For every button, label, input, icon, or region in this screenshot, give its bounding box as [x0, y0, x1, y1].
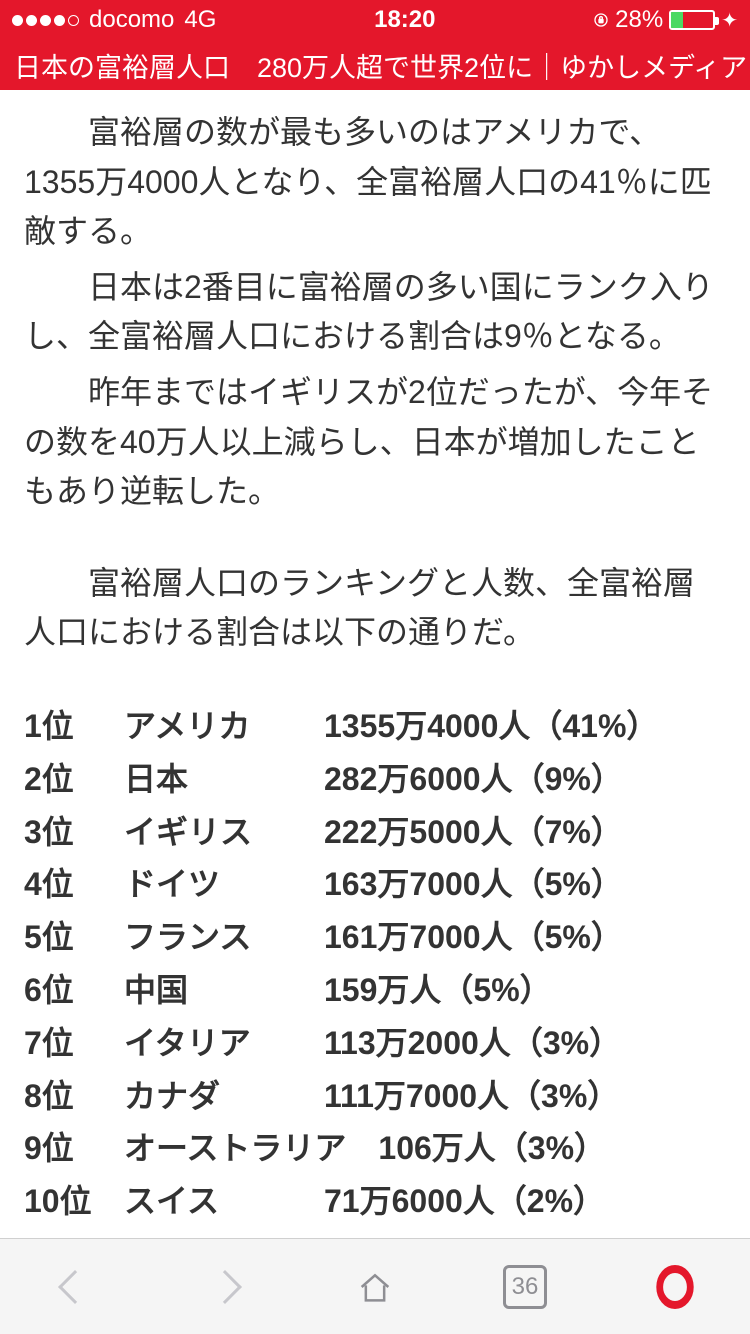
back-button[interactable]	[45, 1257, 105, 1317]
ranking-row: 4位ドイツ163万7000人（5%）	[24, 858, 726, 911]
paragraph: 富裕層人口のランキングと人数、全富裕層人口における割合は以下の通りだ。	[24, 559, 726, 658]
ranking-row: 10位スイス71万6000人（2%）	[24, 1175, 726, 1228]
ranking-row: 6位中国159万人（5%）	[24, 964, 726, 1017]
rank-country: 中国	[124, 964, 324, 1017]
ranking-row: 3位イギリス222万5000人（7%）	[24, 806, 726, 859]
ranking-row: 7位イタリア113万2000人（3%）	[24, 1017, 726, 1070]
ranking-row: 8位カナダ111万7000人（3%）	[24, 1070, 726, 1123]
rank-position: 4位	[24, 858, 124, 911]
rank-position: 3位	[24, 806, 124, 859]
status-right: 28% ✦	[593, 6, 738, 34]
rank-position: 1位	[24, 700, 124, 753]
paragraph: 昨年まではイギリスが2位だったが、今年その数を40万人以上減らし、日本が増加した…	[24, 368, 726, 517]
clock: 18:20	[374, 6, 435, 34]
status-left: docomo 4G	[12, 6, 216, 34]
rank-position: 2位	[24, 753, 124, 806]
battery-icon	[669, 10, 715, 30]
page-title: 日本の富裕層人口 280万人超で世界2位に｜ゆかしメディア｜…	[14, 46, 750, 85]
rank-position: 6位	[24, 964, 124, 1017]
rank-position: 8位	[24, 1070, 124, 1123]
ranking-list: 1位アメリカ1355万4000人（41%）2位日本282万6000人（9%）3位…	[24, 700, 726, 1228]
chevron-right-icon	[208, 1270, 242, 1304]
rank-value: 111万7000人（3%）	[324, 1070, 619, 1123]
rank-position: 9位	[24, 1122, 124, 1175]
rank-value: 282万6000人（9%）	[324, 753, 623, 806]
tab-count: 36	[512, 1273, 539, 1301]
rank-value: 113万2000人（3%）	[324, 1017, 621, 1070]
signal-strength-icon	[12, 15, 79, 26]
opera-icon	[656, 1265, 693, 1309]
tabs-button[interactable]: 36	[495, 1257, 555, 1317]
rank-value: 71万6000人（2%）	[324, 1175, 605, 1228]
rank-country: オーストラリア 106万人（3%）	[124, 1122, 324, 1175]
page-header[interactable]: 日本の富裕層人口 280万人超で世界2位に｜ゆかしメディア｜…	[0, 40, 750, 90]
orientation-lock-icon	[593, 12, 609, 28]
carrier-label: docomo	[89, 6, 174, 34]
charging-icon: ✦	[721, 8, 738, 33]
rank-country: フランス	[124, 911, 324, 964]
rank-value: 222万5000人（7%）	[324, 806, 623, 859]
rank-country: スイス	[124, 1175, 324, 1228]
chevron-left-icon	[58, 1270, 92, 1304]
ranking-row: 9位オーストラリア 106万人（3%）	[24, 1122, 726, 1175]
home-button[interactable]	[345, 1257, 405, 1317]
ranking-row: 2位日本282万6000人（9%）	[24, 753, 726, 806]
rank-country: イギリス	[124, 806, 324, 859]
network-label: 4G	[184, 6, 216, 34]
tabs-icon: 36	[503, 1265, 547, 1309]
rank-country: イタリア	[124, 1017, 324, 1070]
forward-button[interactable]	[195, 1257, 255, 1317]
rank-country: ドイツ	[124, 858, 324, 911]
rank-position: 7位	[24, 1017, 124, 1070]
rank-value: 1355万4000人（41%）	[324, 700, 658, 753]
ranking-row: 5位フランス161万7000人（5%）	[24, 911, 726, 964]
rank-value: 163万7000人（5%）	[324, 858, 623, 911]
rank-position: 5位	[24, 911, 124, 964]
status-bar: docomo 4G 18:20 28% ✦	[0, 0, 750, 40]
rank-value: 159万人（5%）	[324, 964, 552, 1017]
paragraph: 日本は2番目に富裕層の多い国にランク入りし、全富裕層人口における割合は9％となる…	[24, 263, 726, 362]
paragraph: 富裕層の数が最も多いのはアメリカで、1355万4000人となり、全富裕層人口の4…	[24, 108, 726, 257]
ranking-row: 1位アメリカ1355万4000人（41%）	[24, 700, 726, 753]
rank-country: アメリカ	[124, 700, 324, 753]
article-content[interactable]: 富裕層の数が最も多いのはアメリカで、1355万4000人となり、全富裕層人口の4…	[0, 90, 750, 1238]
rank-value: 161万7000人（5%）	[324, 911, 623, 964]
rank-country: 日本	[124, 753, 324, 806]
rank-position: 10位	[24, 1175, 124, 1228]
opera-menu-button[interactable]	[645, 1257, 705, 1317]
home-icon	[355, 1267, 395, 1307]
battery-fill	[671, 12, 683, 28]
battery-percent: 28%	[615, 6, 663, 34]
rank-country: カナダ	[124, 1070, 324, 1123]
bottom-nav-bar: 36	[0, 1238, 750, 1334]
